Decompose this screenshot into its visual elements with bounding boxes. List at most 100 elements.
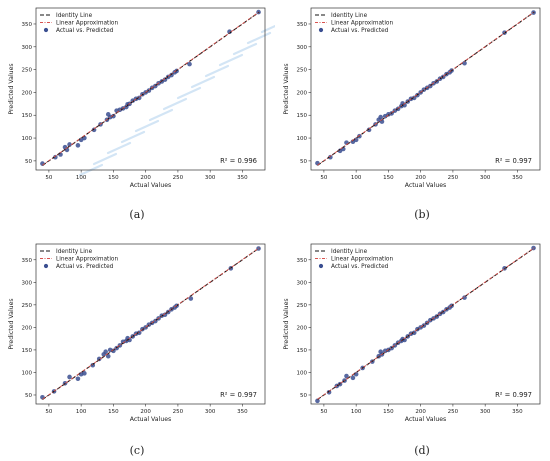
y-tick-label: 350 [22,258,33,264]
scatter-point [103,349,108,355]
scatter-point [82,371,87,376]
x-tick-label: 350 [237,175,248,181]
x-tick-label: 150 [383,175,394,181]
plot-frame [35,7,266,171]
legend-linear-label: Linear Approximation [331,21,393,27]
x-tick-label: 200 [415,409,426,415]
x-axis-label: Actual Values [405,416,447,423]
plot-frame [310,243,541,405]
scatter-point [344,373,349,379]
y-tick-label: 200 [22,90,33,96]
legend: Identity Line Linear ApproximationActual … [40,13,118,34]
watermark-streak [218,53,244,67]
x-tick-label: 200 [140,175,151,181]
watermark-streak [120,130,146,144]
y-tick-label: 50 [25,159,32,165]
y-tick-label: 300 [297,280,308,286]
x-tick-label: 200 [140,409,151,415]
y-tick-label: 300 [22,280,33,286]
linear-approx-line [317,11,535,166]
scatter-point [105,353,111,359]
legend-identity-label: Identity Line [331,13,368,19]
x-tick-label: 250 [448,175,459,181]
y-tick-label: 300 [297,45,308,51]
x-tick-label: 150 [108,409,119,415]
panel-b: 50 100 150 200 250 300 350 50 100 150 200 250 300 350… [275,0,550,215]
plot-frame [35,243,266,405]
y-tick-label: 50 [300,159,307,165]
scatter-point [91,127,97,133]
legend-scatter-label: Actual vs. Predicted [331,28,389,34]
linear-approx-line [317,247,535,400]
watermark-streak [190,75,216,89]
scatter-point [328,154,333,160]
y-tick-label: 250 [22,68,33,74]
scatter-point [366,127,372,133]
scatter-point [67,142,72,147]
scatter-point [75,376,81,382]
scatter-point [75,143,81,148]
scatter-point [350,375,356,381]
y-tick-label: 150 [22,348,33,354]
x-tick-label: 300 [480,409,491,415]
watermark-streak [134,119,160,133]
panel-c: 50 100 150 200 250 300 350 50 100 150 200 250 300 350… [0,236,275,446]
scatter-point [67,374,72,380]
y-tick-label: 350 [22,22,33,28]
x-axis-label: Actual Values [130,182,172,189]
scatter-point [411,330,417,336]
scatter-point [136,330,142,336]
scatter-point [188,296,194,301]
x-tick-label: 200 [415,175,426,181]
x-tick-label: 250 [448,409,459,415]
scatter-point [411,95,417,101]
legend-scatter-label: Actual vs. Predicted [56,264,114,270]
r2-annotation: R² = 0.997 [220,391,257,399]
y-axis-label: Predicted Values [283,298,290,349]
x-tick-label: 100 [351,409,362,415]
y-tick-label: 200 [297,90,308,96]
y-tick-label: 250 [297,303,308,309]
legend-identity-label: Identity Line [56,13,93,19]
legend: Identity Line Linear ApproximationActual … [315,13,393,34]
y-tick-label: 50 [300,393,307,399]
caption-c: (c) [129,444,145,457]
scatter-point [462,60,467,66]
watermark-streaks [78,24,275,177]
x-tick-label: 300 [205,409,216,415]
watermark-streak [106,141,132,155]
x-tick-label: 300 [205,175,216,181]
linear-approx-line [42,11,260,166]
plot-frame [310,7,541,171]
watermark-streak [148,108,174,122]
y-tick-label: 150 [297,348,308,354]
x-axis-label: Actual Values [130,416,172,423]
y-tick-label: 200 [22,325,33,331]
chart-c: 50 100 150 200 250 300 350 50 100 150 200 250 300 350… [8,243,266,423]
scatter-point [353,137,359,143]
y-axis-label: Predicted Values [283,63,290,114]
linear-approx-line [42,247,260,400]
legend-scatter-swatch [318,27,324,33]
scatter-point [256,246,261,251]
caption-a: (a) [129,208,145,221]
y-tick-label: 250 [297,68,308,74]
chart-d: 50 100 150 200 250 300 350 50 100 150 200 250 300 350… [283,243,541,423]
legend-linear-label: Linear Approximation [331,257,393,263]
y-tick-label: 100 [22,136,33,142]
legend-scatter-swatch [43,263,49,269]
legend-identity-label: Identity Line [56,249,93,255]
panel-d: 50 100 150 200 250 300 350 50 100 150 200 250 300 350… [275,236,550,446]
x-tick-label: 250 [173,409,184,415]
x-tick-label: 100 [351,175,362,181]
x-tick-label: 150 [383,409,394,415]
chart-b: 50 100 150 200 250 300 350 50 100 150 200 250 300 350… [283,7,541,189]
watermark-streak [232,42,258,56]
scatter-point [53,154,58,160]
caption-b: (b) [414,208,430,221]
legend-scatter-label: Actual vs. Predicted [331,264,389,270]
y-tick-label: 200 [297,325,308,331]
legend-scatter-swatch [43,27,49,33]
x-tick-label: 150 [108,175,119,181]
x-tick-label: 350 [512,409,523,415]
